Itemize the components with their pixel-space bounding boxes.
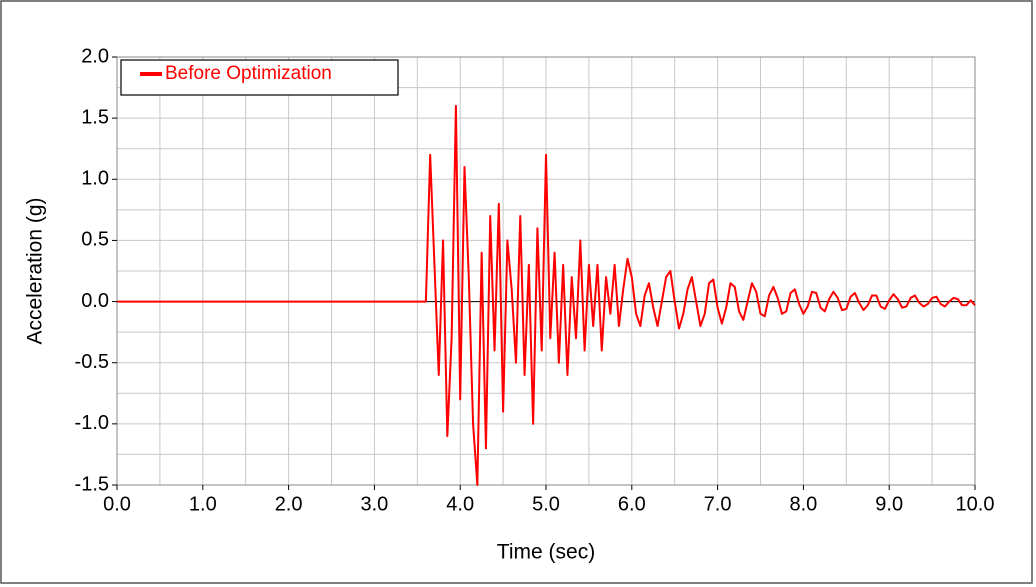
y-tick-label: -0.5: [75, 351, 109, 373]
x-tick-label: 3.0: [360, 493, 388, 515]
legend-label: Before Optimization: [165, 63, 332, 84]
y-tick-label: 2.0: [81, 45, 109, 67]
x-tick-label: 5.0: [532, 493, 560, 515]
x-tick-label: 9.0: [875, 493, 903, 515]
y-tick-label: 0.0: [81, 290, 109, 312]
legend: Before Optimization: [120, 59, 399, 96]
data-line: [117, 104, 976, 486]
y-tick-label: -1.0: [75, 412, 109, 434]
legend-box: [120, 59, 399, 96]
x-axis-label: Time (sec): [497, 541, 595, 564]
y-tick-label: 0.5: [81, 229, 109, 251]
x-tick-label: 6.0: [618, 493, 646, 515]
y-axis-label: Acceleration (g): [24, 197, 47, 344]
x-tick-label: 7.0: [704, 493, 732, 515]
y-tick-label: -1.5: [75, 473, 109, 495]
marks: [117, 104, 976, 486]
x-tick-label: 0.0: [103, 493, 131, 515]
labels: 0.0 1.0 2.0 3.0 4.0 5.0 6.0 7.0 8.0 9.0 10.0 -1.5 -1…: [75, 45, 995, 515]
x-tick-label: 2.0: [275, 493, 303, 515]
x-tick-label: 8.0: [789, 493, 817, 515]
y-tick-label: 1.0: [81, 168, 109, 190]
grid: [116, 56, 976, 486]
x-tick-label: 10.0: [956, 493, 995, 515]
y-tick-label: 1.5: [81, 106, 109, 128]
x-tick-label: 1.0: [189, 493, 217, 515]
x-tick-label: 4.0: [446, 493, 474, 515]
